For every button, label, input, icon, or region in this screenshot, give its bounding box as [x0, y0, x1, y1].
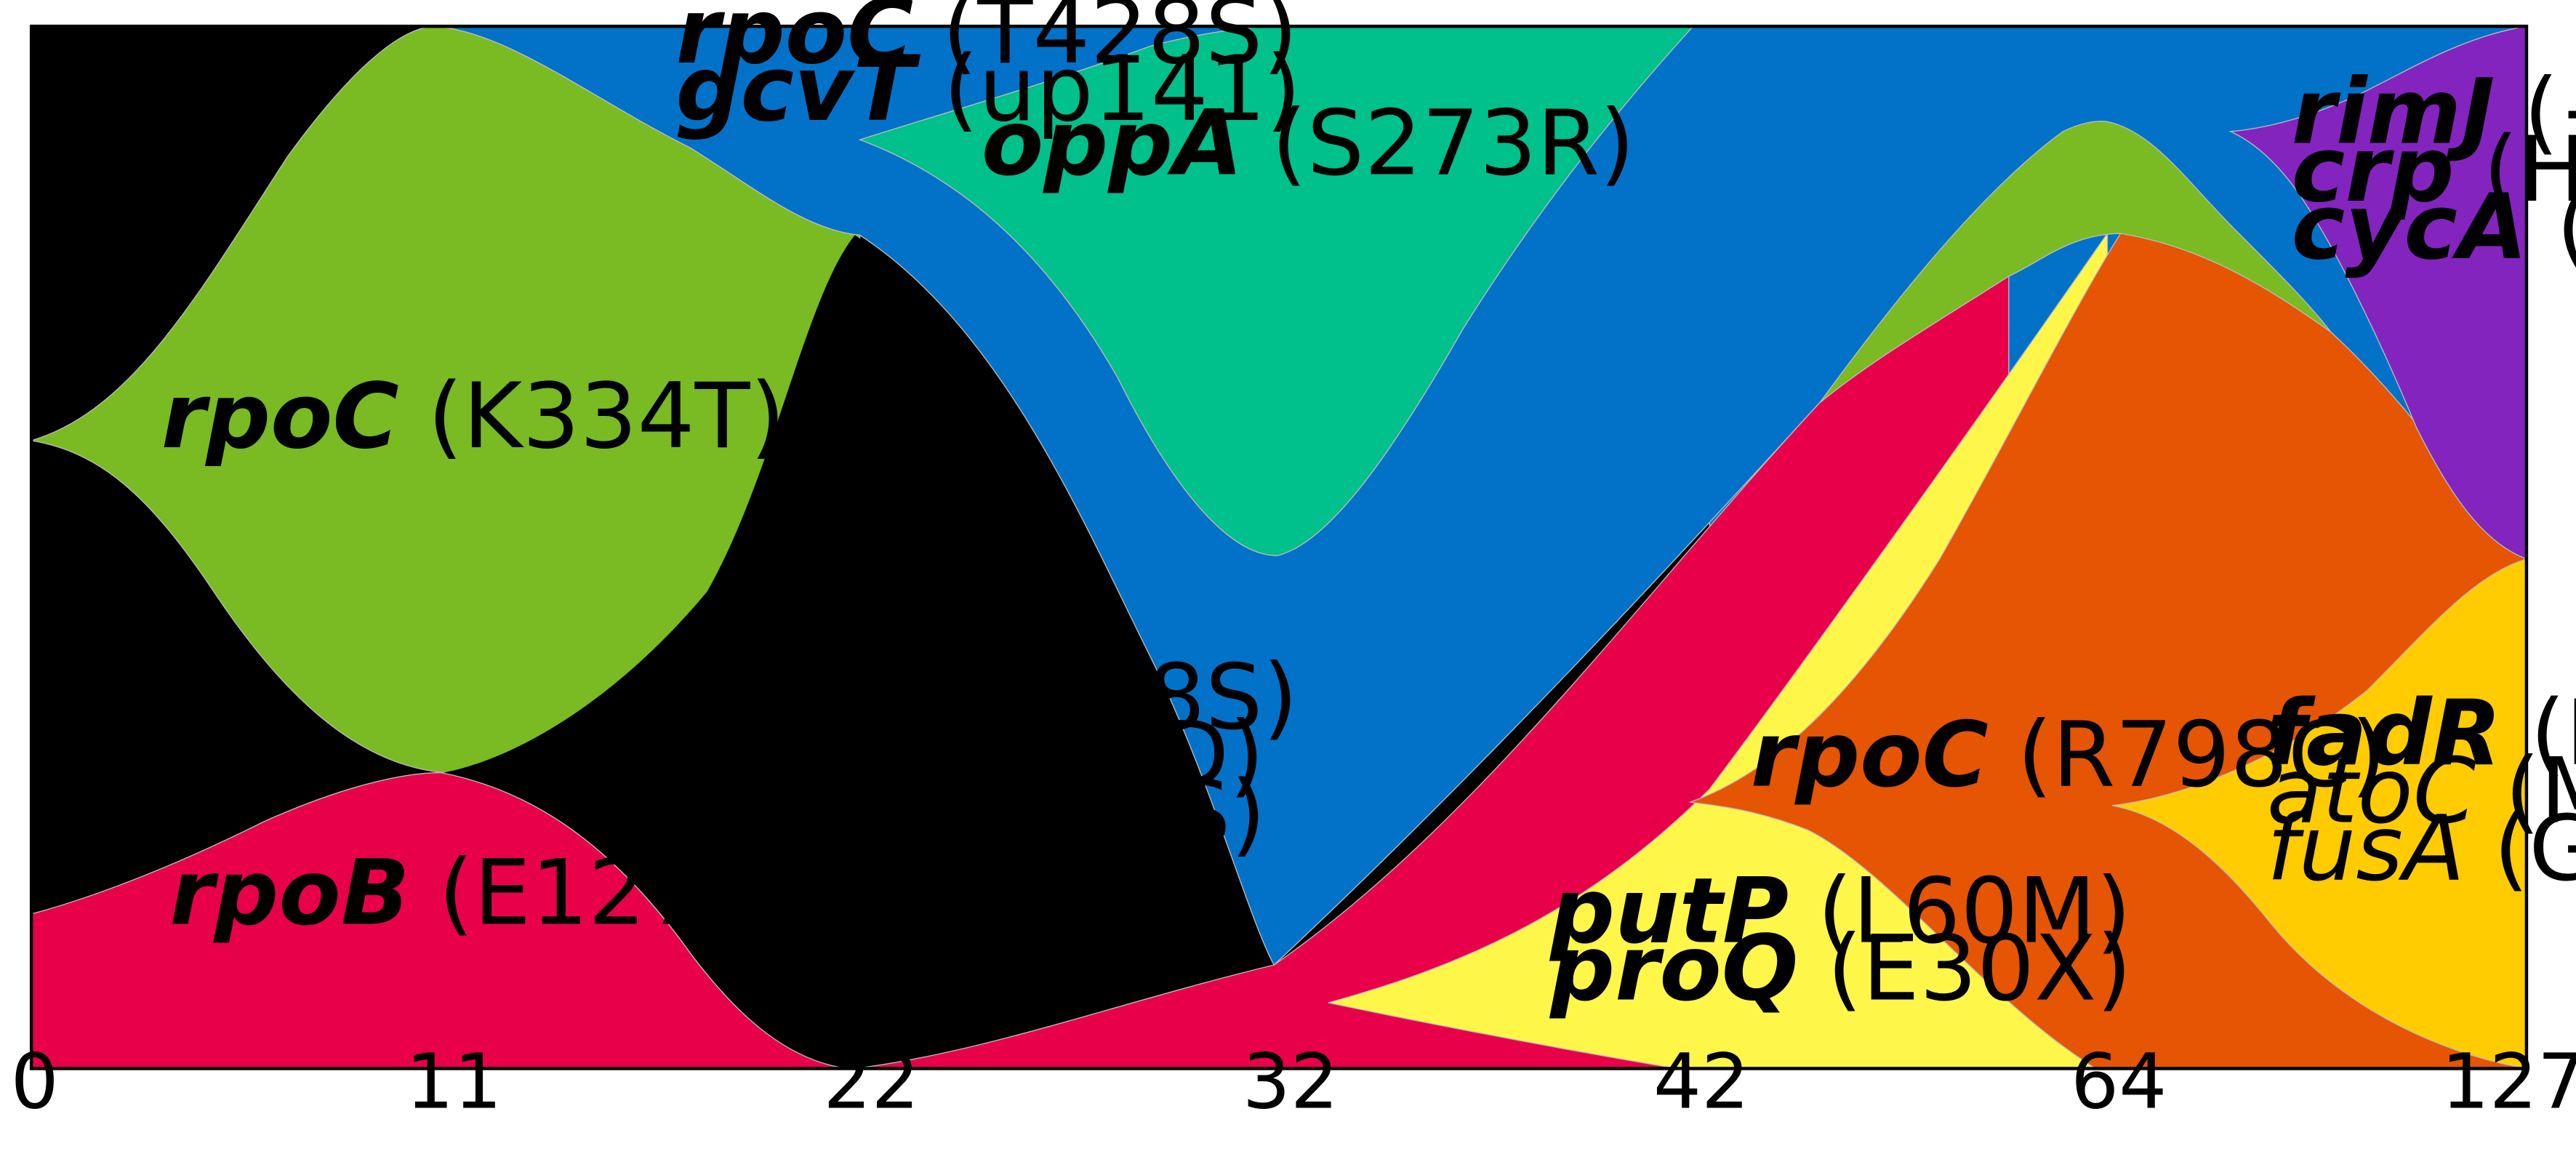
mutation-label: putP (L60M) [1549, 859, 2131, 963]
clone-label-rpoC-K334T: rpoC (K334T) [161, 364, 785, 469]
mutation-label: crp (H20R) [2292, 118, 2576, 223]
x-axis-ticks: 0 11 22 32 42 64 127 [11, 1038, 2576, 1126]
clone-label-rpoC-T428S-gcvT: rpoC (T428S) gcvT (up141) [675, 0, 1301, 142]
rpoB-E1272V-clone-area [31, 772, 847, 1070]
clone-label-putP-proQ: putP (L60M) proQ (E30X) [1549, 859, 2132, 1021]
rpoC-T428S-fadR-clone-area [444, 235, 1275, 1069]
mutation-label: rpoC (T428S) [675, 645, 1298, 750]
clone-label-rpoB-E1272V: rpoB (E1272V) [169, 841, 858, 946]
plot-frame [29, 24, 2529, 1070]
mutation-label: rpoC (T428S) [675, 0, 1298, 84]
mutation-label: rimJ (+5bp) [2292, 60, 2576, 165]
clone-label-rpoC-T428S-fadR: rpoC (T428S) fadR (G42D) atoS (S247S) [675, 645, 1298, 867]
x-tick-label: 127 [2441, 1038, 2576, 1126]
mutation-label: oppA (S273R) [982, 92, 1635, 196]
x-tick-label: 22 [823, 1038, 919, 1126]
rimJ-crp-cycA-clone-area [2228, 25, 2527, 560]
x-tick-label: 42 [1653, 1038, 1749, 1126]
mutation-label: fusA (G361C) [2267, 796, 2576, 901]
rpoC-K334T-late-clone-area [1819, 121, 2332, 404]
mutation-label: cycA (up10) [2292, 175, 2576, 280]
mutation-label: gcvT (up141) [675, 37, 1301, 142]
oppA-clone-area [858, 25, 1695, 556]
mutation-label: atoS (S247S) [675, 762, 1266, 867]
x-tick-label: 0 [11, 1038, 59, 1126]
mutation-label: rpoC (R798C) [1751, 703, 2386, 808]
mutation-label: atoC (M19I) [2267, 739, 2576, 844]
clone-label-rimJ-crp-cycA: rimJ (+5bp) crp (H20R) cycA (up10) [2292, 60, 2576, 280]
mutation-label: rpoB (E1272V) [169, 841, 858, 946]
mutation-label: rpoC (K334T) [161, 364, 785, 469]
mutation-label: fadR (G42D) [675, 703, 1264, 808]
clone-label-fadR-P68T: fadR (P68T) atoC (M19I) fusA (G361C) [2267, 681, 2576, 901]
x-tick-label: 32 [1243, 1038, 1339, 1126]
clone-label-oppA: oppA (S273R) [982, 92, 1635, 196]
clone-label-rpoC-R798C: rpoC (R798C) [1751, 703, 2386, 808]
mutation-label: fadR (P68T) [2267, 681, 2576, 786]
mutation-label: proQ (E30X) [1549, 916, 2132, 1021]
x-tick-label: 64 [2071, 1038, 2167, 1126]
x-tick-label: 11 [406, 1038, 502, 1126]
